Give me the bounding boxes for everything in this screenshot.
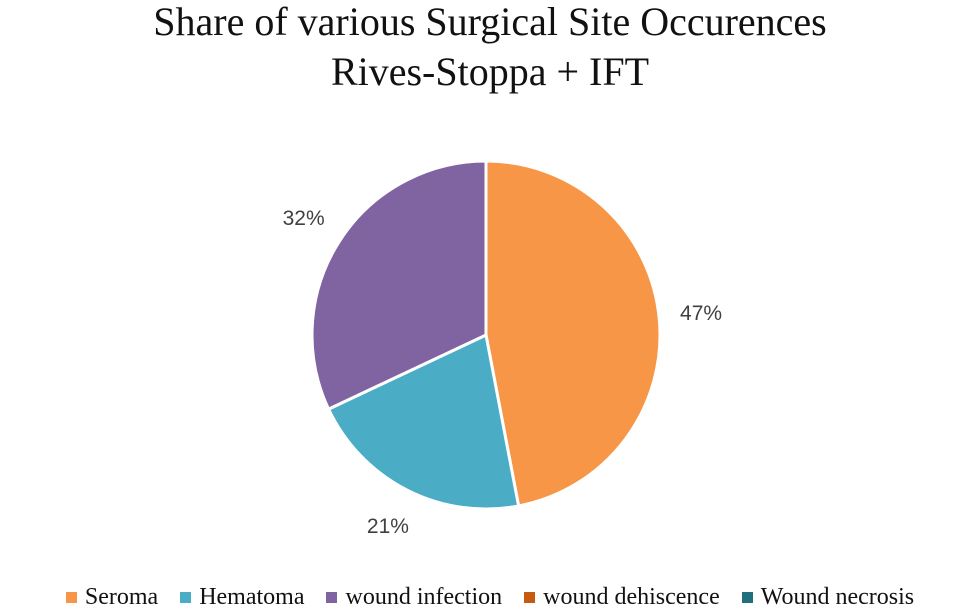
pie-chart: 47% 21% 32% [283,159,722,538]
legend-label-seroma: Seroma [84,583,159,610]
pie-slice-seroma [484,159,662,508]
chart-legend: Seroma Hematoma wound infection wound de… [0,584,980,610]
data-label-wound-infection: 32% [283,207,325,230]
legend-item-wound-necrosis: Wound necrosis [741,583,915,611]
legend-item-wound-dehiscence: wound dehiscence [524,584,720,611]
legend-label-wound-necrosis: Wound necrosis [760,583,915,610]
pie-slice-wound-infection [310,159,488,411]
data-label-seroma: 47% [680,302,722,325]
chart-title: Share of various Surgical Site Occurence… [153,0,827,44]
chart-subtitle: Rives-Stoppa + IFT [330,49,650,94]
legend-swatch-wound-dehiscence [524,591,536,603]
legend-label-hematoma: Hematoma [199,583,305,610]
legend-swatch-seroma [65,591,77,603]
legend-label-wound-dehiscence: wound dehiscence [543,583,720,610]
legend-item-seroma: Seroma [65,583,159,611]
legend-swatch-wound-necrosis [741,591,753,603]
pie-slice-hematoma [327,333,521,511]
legend-item-wound-infection: wound infection [326,584,502,611]
legend-swatch-hematoma [180,591,192,603]
data-label-hematoma: 21% [367,515,409,538]
legend-swatch-wound-infection [326,591,338,603]
legend-label-wound-infection: wound infection [345,583,503,610]
legend-item-hematoma: Hematoma [180,584,304,611]
